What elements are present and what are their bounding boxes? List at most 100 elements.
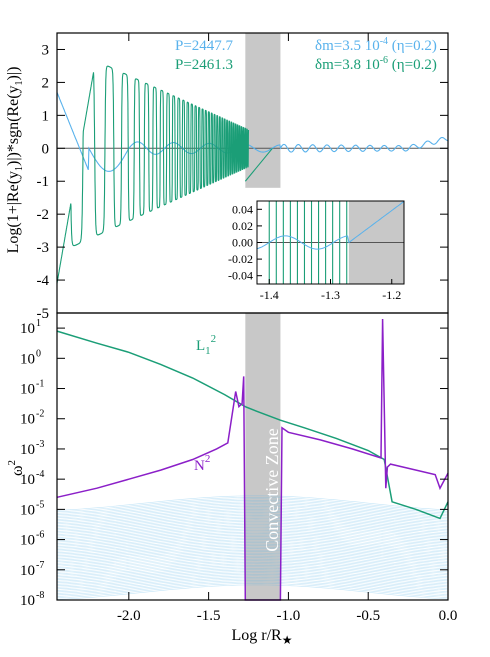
- bottom-y-tick-exp: -4: [36, 469, 44, 480]
- legend-label-green: P=2461.3: [175, 57, 233, 73]
- mode-line: [56, 495, 449, 511]
- mode-line: [56, 512, 449, 528]
- mode-line: [56, 584, 449, 600]
- mode-line: [56, 518, 449, 534]
- mode-line: [56, 548, 449, 564]
- legend-note-blue-tail: (η=0.2): [388, 38, 437, 54]
- inset-y-tick-label: 0.04: [232, 202, 253, 216]
- mode-line: [56, 527, 449, 543]
- xlabel-main: Log r/R: [232, 627, 283, 644]
- bottom-y-tick-exp: 0: [36, 348, 41, 359]
- l1-base: L: [196, 338, 205, 354]
- mode-line: [56, 501, 449, 517]
- mode-line: [56, 570, 449, 587]
- xlabel-star: ★: [282, 633, 293, 647]
- mode-line: [56, 519, 449, 535]
- bottom-y-tick-label: 10: [20, 442, 35, 458]
- bottom-y-tick-exp: -6: [36, 530, 44, 541]
- bottom-panel-frame: [56, 312, 449, 601]
- mode-line: [56, 573, 449, 590]
- mode-line: [56, 542, 449, 558]
- bottom-y-tick-exp: -5: [36, 499, 44, 510]
- inset-y-tick-label: -0.02: [228, 252, 253, 266]
- x-tick-label: -2.0: [117, 608, 141, 624]
- x-tick-label: -0.5: [356, 608, 380, 624]
- legend-note-green-exp: -6: [380, 55, 388, 66]
- bottom-y-tick-label: 10: [20, 533, 35, 549]
- mode-line: [56, 569, 449, 585]
- mode-line: [56, 580, 449, 596]
- mode-line: [56, 581, 449, 597]
- mode-line: [56, 525, 449, 541]
- ylabel-part-sub1: 1: [14, 166, 25, 171]
- top-y-tick-label: -5: [37, 306, 50, 322]
- mode-line: [56, 558, 449, 574]
- mode-line: [56, 521, 449, 537]
- legend-note-green-base: δm=3.8 10: [315, 57, 380, 73]
- curves-layer: [56, 65, 449, 601]
- series-label-l1-squared: L12: [196, 333, 216, 357]
- mode-line: [56, 531, 449, 547]
- bottom-y-tick-label: 10: [20, 472, 35, 488]
- mode-line: [56, 534, 449, 550]
- mode-line: [56, 533, 449, 549]
- legend-label-blue: P=2447.7: [175, 38, 234, 54]
- inset-y-tick-label: 0.02: [232, 219, 253, 233]
- top-y-tick-label: 0: [42, 141, 50, 157]
- series-line-l1-squared: [56, 330, 449, 520]
- ylabel-part-mid: )|)*sgn(Re(y: [5, 85, 22, 166]
- inset-y-tick-label: -0.04: [228, 269, 253, 283]
- mode-line: [56, 524, 449, 540]
- mode-line: [56, 496, 449, 513]
- mode-line: [56, 560, 449, 576]
- mode-line: [56, 555, 449, 571]
- x-tick-label: -1.0: [277, 608, 301, 624]
- n-sup: 2: [205, 453, 211, 465]
- top-y-tick-label: -4: [37, 273, 50, 289]
- mode-line: [56, 563, 449, 579]
- series-line-n-squared: [56, 318, 449, 601]
- mode-line: [56, 552, 449, 568]
- legend-note-blue-exp: -4: [380, 36, 388, 47]
- tick-base: 10: [20, 321, 35, 337]
- mode-line: [56, 578, 449, 594]
- top-y-tick-label: 2: [42, 75, 50, 91]
- inset-x-tick-label: -1.3: [321, 288, 340, 302]
- legend-note-green-tail: (η=0.2): [388, 57, 437, 73]
- series-label-n-squared: N2: [194, 453, 210, 474]
- tick-base: 10: [20, 442, 35, 458]
- bottom-y-tick-exp: -2: [36, 409, 44, 420]
- legend-note-blue-base: δm=3.5 10: [315, 38, 380, 54]
- bottom-x-axis-title: Log r/R★: [232, 627, 293, 647]
- top-y-axis-title: Log(1+|Re(y1)|)*sgn(Re(y1)|): [5, 67, 25, 254]
- mode-line: [56, 499, 449, 516]
- tick-base: 10: [20, 472, 35, 488]
- bottom-y-tick-label: 10: [20, 321, 35, 337]
- tick-base: 10: [20, 412, 35, 428]
- mode-line: [56, 583, 449, 599]
- top-shaded-band: [245, 33, 281, 188]
- mode-line: [56, 522, 449, 538]
- bottom-y-tick-exp: 1: [36, 318, 41, 329]
- shading-layer: [245, 33, 281, 600]
- legend-note-green: δm=3.8 10-6 (η=0.2): [315, 55, 437, 73]
- mode-line: [56, 549, 449, 565]
- bottom-y-tick-label: 10: [20, 563, 35, 579]
- bottom-y-tick-label: 10: [20, 502, 35, 518]
- l1-sub: 1: [205, 345, 211, 357]
- mode-line: [56, 566, 449, 582]
- inset-y-tick-label: 0.00: [232, 236, 253, 250]
- bottom-y-tick-exp: -1: [36, 379, 44, 390]
- tick-base: 10: [20, 533, 35, 549]
- top-y-tick-label: -1: [37, 174, 50, 190]
- omega-base: ω: [9, 465, 26, 476]
- mode-line: [56, 576, 449, 593]
- x-tick-label: 0.0: [439, 608, 458, 624]
- convective-zone-label: Convective Zone: [262, 428, 282, 551]
- tick-base: 10: [20, 502, 35, 518]
- bottom-y-tick-exp: -7: [36, 560, 44, 571]
- mode-line: [56, 551, 449, 567]
- frames-layer: -0.04 -0.02 0.00 0.02 0.04 -1.4 -1.3 -1.2: [56, 32, 449, 601]
- mode-line: [56, 546, 449, 562]
